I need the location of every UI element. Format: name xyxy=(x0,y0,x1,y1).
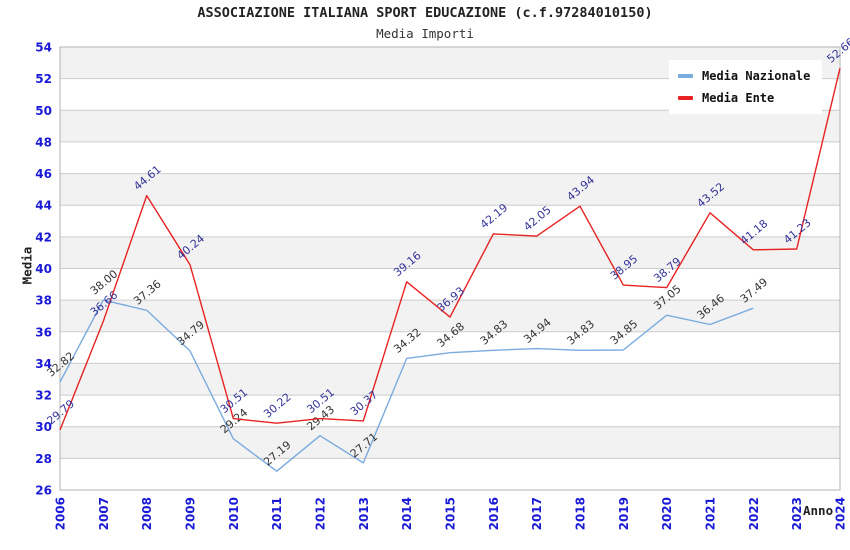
y-tick-label: 26 xyxy=(35,484,52,498)
svg-text:42.05: 42.05 xyxy=(521,203,553,233)
legend-item-media-nazionale: Media Nazionale xyxy=(678,65,810,87)
y-tick-label: 28 xyxy=(35,452,52,466)
legend-item-media-ente: Media Ente xyxy=(678,87,810,109)
y-tick-label: 42 xyxy=(35,230,52,244)
x-tick-label: 2012 xyxy=(314,497,328,530)
chart-title: ASSOCIAZIONE ITALIANA SPORT EDUCAZIONE (… xyxy=(197,5,653,21)
plot-band xyxy=(60,173,840,206)
x-tick-label: 2022 xyxy=(747,497,761,530)
chart-subtitle: Media Importi xyxy=(376,26,474,41)
y-tick-label: 44 xyxy=(35,199,52,213)
x-tick-label: 2015 xyxy=(444,497,458,530)
y-tick-label: 48 xyxy=(35,135,52,149)
point-label: 42.05 xyxy=(521,203,553,233)
y-tick-label: 30 xyxy=(35,420,52,434)
x-tick-label: 2011 xyxy=(270,497,284,530)
y-tick-label: 54 xyxy=(35,41,52,55)
legend-label-media-ente: Media Ente xyxy=(702,91,775,105)
plot-band xyxy=(60,426,840,459)
x-tick-label: 2021 xyxy=(704,497,718,530)
plot-border xyxy=(59,46,841,491)
x-tick-label: 2014 xyxy=(400,497,414,530)
x-tick-label: 2007 xyxy=(97,497,111,530)
y-tick-label: 38 xyxy=(35,294,52,308)
x-tick-label: 2010 xyxy=(227,497,241,530)
series-line-media-nazionale xyxy=(59,299,754,472)
y-tick-label: 46 xyxy=(35,167,52,181)
x-tick-label: 2006 xyxy=(54,497,68,530)
legend-label-media-nazionale: Media Nazionale xyxy=(702,69,811,83)
x-tick-label: 2018 xyxy=(574,497,588,530)
y-axis-title: Media xyxy=(19,246,35,285)
x-tick-label: 2016 xyxy=(487,497,501,530)
x-tick-label: 2019 xyxy=(617,497,631,530)
y-tick-label: 40 xyxy=(35,262,52,276)
x-tick-label: 2020 xyxy=(660,497,674,530)
plot-band xyxy=(60,236,840,269)
y-tick-label: 50 xyxy=(35,104,52,118)
plot-band xyxy=(60,363,840,396)
legend-swatch-media-ente xyxy=(678,96,693,100)
plot-band xyxy=(60,110,840,142)
y-tick-label: 32 xyxy=(35,389,52,403)
x-tick-label: 2023 xyxy=(790,497,804,530)
legend-swatch-media-nazionale xyxy=(678,74,693,78)
x-tick-label: 2024 xyxy=(834,497,848,530)
series-line-media-ente xyxy=(59,68,841,431)
x-tick-label: 2017 xyxy=(530,497,544,530)
y-tick-label: 52 xyxy=(35,72,52,86)
x-tick-label: 2013 xyxy=(357,497,371,530)
x-tick-label: 2008 xyxy=(140,497,154,530)
y-tick-label: 36 xyxy=(35,325,52,339)
x-tick-label: 2009 xyxy=(184,497,198,530)
legend: Media Nazionale Media Ente xyxy=(669,60,823,114)
x-axis-title: Anno xyxy=(803,503,834,518)
y-tick-label: 34 xyxy=(35,357,52,371)
